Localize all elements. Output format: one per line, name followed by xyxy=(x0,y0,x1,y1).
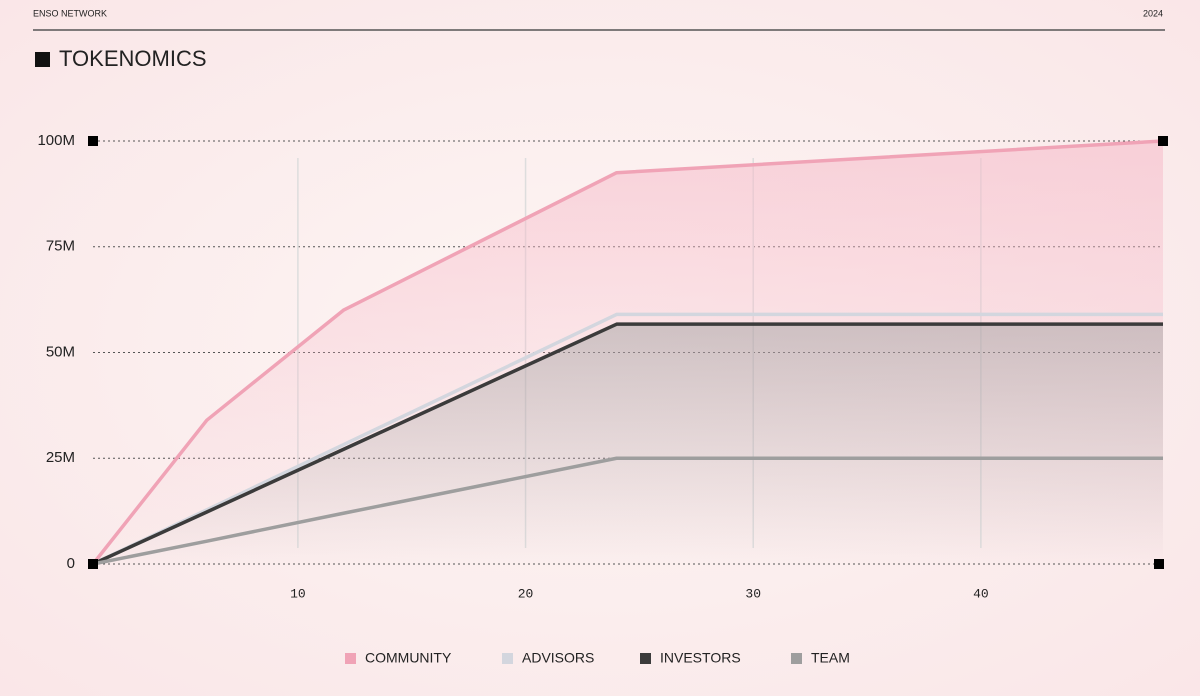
legend-swatch xyxy=(502,653,513,664)
brand: ENSO NETWORK xyxy=(33,8,107,18)
x-tick-label: 40 xyxy=(973,586,989,601)
legend-label: COMMUNITY xyxy=(365,650,452,666)
corner-marker xyxy=(1158,136,1168,146)
corner-marker xyxy=(1154,559,1164,569)
x-tick-label: 30 xyxy=(745,586,761,601)
y-tick-label: 75M xyxy=(46,238,75,255)
legend-label: INVESTORS xyxy=(660,650,741,666)
legend-swatch xyxy=(791,653,802,664)
y-tick-label: 25M xyxy=(46,449,75,466)
x-tick-label: 10 xyxy=(290,586,306,601)
plot: 0 25M 50M 75M 100M 10 20 30 40 COMMUNITY ADVISORS I… xyxy=(37,132,1168,666)
title-square xyxy=(35,52,50,67)
area xyxy=(93,324,1163,564)
legend-label: TEAM xyxy=(811,650,850,666)
series-line xyxy=(92,456,1163,566)
legend-label: ADVISORS xyxy=(522,650,594,666)
y-tick-label: 50M xyxy=(46,343,75,360)
corner-marker xyxy=(88,559,98,569)
y-tick-label: 100M xyxy=(37,132,75,149)
corner-marker xyxy=(88,136,98,146)
x-tick-label: 20 xyxy=(518,586,534,601)
year: 2024 xyxy=(1143,8,1163,18)
legend-swatch xyxy=(640,653,651,664)
series-line xyxy=(92,322,1163,566)
y-tick-label: 0 xyxy=(67,555,75,572)
chart-title: TOKENOMICS xyxy=(59,46,207,71)
series-line xyxy=(91,139,1164,566)
legend-swatch xyxy=(345,653,356,664)
